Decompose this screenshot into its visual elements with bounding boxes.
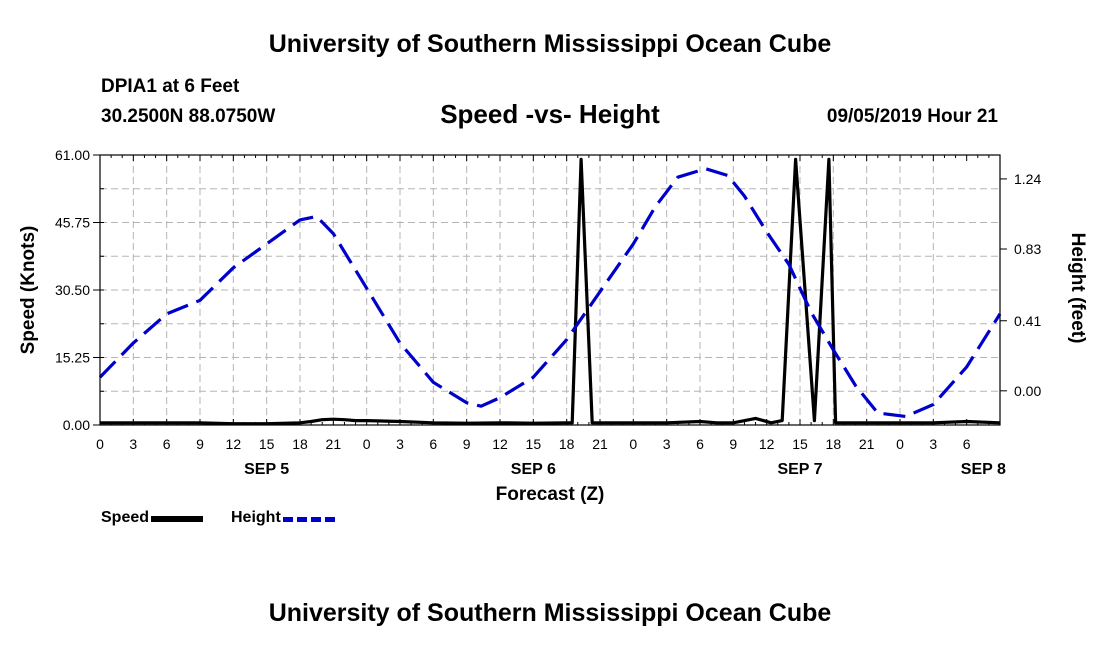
y-tick-label: 45.75 — [55, 215, 90, 231]
x-day-label: SEP 8 — [961, 461, 1006, 478]
x-axis-label: Forecast (Z) — [496, 484, 605, 505]
x-tick-label: 6 — [963, 436, 971, 452]
series-line-speed — [100, 157, 1001, 426]
x-tick-label: 15 — [792, 436, 808, 452]
legend-swatch-speed — [151, 516, 204, 522]
x-tick-label: 0 — [629, 436, 637, 452]
y2-tick-label: 0.41 — [1014, 313, 1041, 329]
axes: 0 3 6 9 12 15 18 21 0 3 6 9 12 15 18 21 0 3 6 9 12 15 18 21 0 3 6 S… — [55, 147, 1042, 478]
x-tick-label: 6 — [696, 436, 704, 452]
x-tick-label: 21 — [859, 436, 875, 452]
x-tick-label: 9 — [463, 436, 471, 452]
x-tick-label: 12 — [492, 436, 508, 452]
series-layer — [98, 157, 1002, 426]
x-tick-label: 3 — [929, 436, 937, 452]
x-tick-label: 3 — [663, 436, 671, 452]
x-tick-label: 18 — [826, 436, 842, 452]
x-tick-label: 15 — [259, 436, 275, 452]
legend-label-speed: Speed — [101, 509, 150, 526]
station-label: DPIA1 at 6 Feet — [101, 76, 240, 97]
x-day-label: SEP 7 — [777, 461, 822, 478]
y-tick-label: 61.00 — [55, 147, 90, 163]
y2-tick-label: 0.83 — [1014, 241, 1041, 257]
x-day-label: SEP 6 — [511, 461, 556, 478]
x-tick-label: 3 — [129, 436, 137, 452]
footer-title: University of Southern Mississippi Ocean… — [268, 599, 832, 627]
x-tick-label: 21 — [326, 436, 342, 452]
x-tick-label: 12 — [226, 436, 242, 452]
y2-tick-label: 0.00 — [1014, 383, 1041, 399]
x-tick-label: 18 — [292, 436, 308, 452]
x-tick-label: 0 — [363, 436, 371, 452]
legend-label-height: Height — [231, 509, 281, 526]
x-tick-label: 21 — [592, 436, 608, 452]
grid — [100, 155, 1000, 425]
x-tick-label: 9 — [729, 436, 737, 452]
legend-item-height: Height — [231, 509, 335, 527]
x-tick-label: 15 — [526, 436, 542, 452]
x-tick-label: 0 — [896, 436, 904, 452]
legend-item-speed: Speed — [101, 509, 204, 527]
y-tick-label: 30.50 — [55, 282, 90, 298]
x-tick-label: 3 — [396, 436, 404, 452]
y-tick-label: 0.00 — [63, 417, 90, 433]
x-day-label: SEP 5 — [244, 461, 289, 478]
y-axis-label: Speed (Knots) — [18, 226, 39, 355]
forecast-timestamp: 09/05/2019 Hour 21 — [826, 106, 998, 127]
x-tick-label: 6 — [163, 436, 171, 452]
chart-title: Speed -vs- Height — [440, 99, 660, 129]
x-tick-label: 9 — [196, 436, 204, 452]
page-title: University of Southern Mississippi Ocean… — [268, 30, 832, 58]
series-line-height — [98, 167, 1002, 419]
x-tick-label: 12 — [759, 436, 775, 452]
station-coordinates: 30.2500N 88.0750W — [101, 106, 276, 127]
x-tick-label: 6 — [429, 436, 437, 452]
legend-swatch-height — [282, 516, 335, 522]
x-tick-label: 18 — [559, 436, 575, 452]
y2-axis-label: Height (feet) — [1067, 233, 1088, 344]
y2-tick-label: 1.24 — [1014, 171, 1041, 187]
y-tick-label: 15.25 — [55, 350, 90, 366]
x-tick-label: 0 — [96, 436, 104, 452]
